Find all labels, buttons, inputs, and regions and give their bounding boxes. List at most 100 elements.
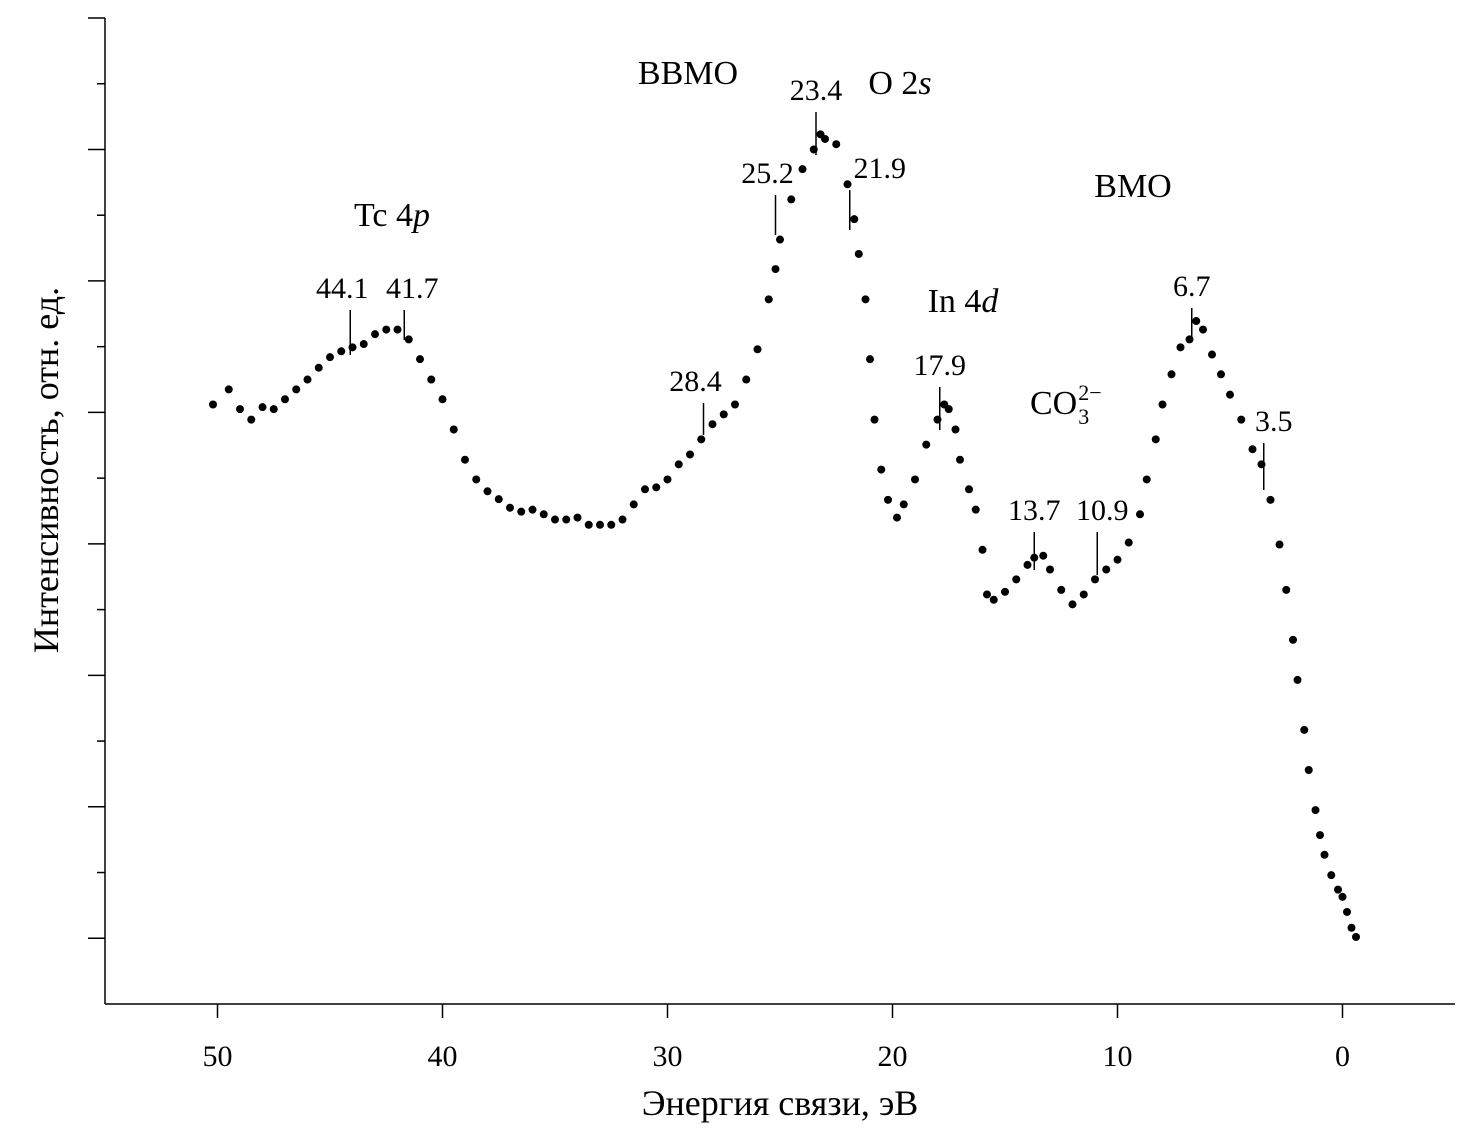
data-point	[573, 513, 582, 522]
data-point	[618, 515, 627, 524]
data-point	[771, 265, 780, 274]
x-tick-label: 0	[1335, 1040, 1350, 1073]
data-point	[870, 415, 879, 424]
data-point	[1068, 600, 1077, 609]
data-point	[596, 520, 604, 529]
peak-label: 17.9	[914, 349, 967, 382]
data-point	[629, 500, 638, 509]
data-point	[1113, 555, 1122, 564]
data-point	[1282, 585, 1291, 594]
data-point	[1012, 575, 1021, 584]
data-point	[224, 385, 233, 394]
data-point	[1124, 538, 1133, 547]
data-point	[494, 495, 503, 504]
data-point	[1136, 510, 1144, 519]
data-point	[1275, 540, 1284, 549]
data-point	[866, 355, 874, 364]
data-point	[776, 235, 784, 244]
data-point	[951, 425, 960, 434]
band-sup: 2−	[1078, 380, 1101, 405]
x-tick-label: 20	[878, 1040, 908, 1073]
data-point	[236, 405, 244, 414]
data-point	[663, 475, 672, 484]
data-point	[1167, 370, 1176, 379]
band-label: Tc 4p	[354, 197, 430, 234]
data-point	[911, 475, 919, 484]
band-label: ВВМО	[638, 55, 738, 92]
data-point	[1304, 765, 1313, 774]
data-point	[292, 385, 301, 394]
data-point	[843, 180, 852, 189]
data-point	[314, 363, 323, 372]
data-point	[326, 353, 334, 362]
data-point	[1347, 923, 1356, 932]
data-point	[1176, 343, 1185, 352]
data-point	[1293, 675, 1302, 684]
data-point	[753, 345, 762, 354]
data-point	[1289, 635, 1297, 644]
data-point	[1023, 560, 1032, 569]
data-point	[989, 595, 998, 604]
data-point	[821, 134, 829, 143]
band-sub: 3	[1078, 404, 1089, 429]
data-point	[674, 460, 683, 469]
data-point	[303, 375, 312, 384]
band-label: O 2s	[868, 65, 931, 102]
data-point	[708, 420, 717, 429]
data-point	[978, 545, 987, 554]
data-point	[371, 330, 379, 339]
peak-label: 28.4	[669, 365, 722, 398]
data-point	[787, 195, 796, 204]
data-point	[539, 510, 548, 519]
data-point	[359, 340, 368, 349]
data-point	[832, 140, 841, 149]
band-text: O 2	[868, 65, 918, 102]
data-point	[854, 249, 863, 258]
data-point	[641, 485, 649, 494]
data-point	[1142, 475, 1151, 484]
data-point	[209, 400, 217, 409]
x-tick-label: 10	[1103, 1040, 1133, 1073]
peak-label: 23.4	[790, 74, 843, 107]
data-point	[1057, 585, 1066, 594]
data-point	[258, 403, 267, 412]
data-point	[884, 495, 892, 504]
data-point	[1046, 565, 1054, 574]
peak-label: 6.7	[1173, 270, 1211, 303]
peak-label: 25.2	[741, 157, 794, 190]
data-point	[719, 410, 728, 419]
data-point	[922, 440, 931, 449]
data-point	[1091, 575, 1099, 584]
band-text: Tc 4	[354, 197, 413, 234]
data-point	[607, 520, 616, 529]
data-point	[438, 395, 447, 404]
data-point	[506, 503, 514, 512]
band-italic: d	[981, 283, 999, 320]
data-point	[1320, 850, 1329, 859]
data-point	[1343, 907, 1351, 916]
data-point	[798, 165, 807, 174]
peak-label: 10.9	[1076, 494, 1129, 527]
data-point	[1266, 495, 1275, 504]
data-point	[944, 405, 953, 414]
data-point	[1352, 932, 1360, 941]
data-point	[1151, 435, 1160, 444]
data-point	[764, 295, 773, 304]
peak-label: 44.1	[316, 272, 369, 305]
data-point	[1102, 565, 1111, 574]
x-axis-title: Энергия связи, эВ	[642, 1083, 919, 1123]
data-point	[956, 455, 964, 464]
data-point	[742, 375, 751, 384]
band-text: CO	[1030, 385, 1077, 422]
data-point	[1217, 370, 1225, 379]
band-text: ВМО	[1094, 168, 1171, 205]
peak-label: 41.7	[386, 272, 439, 305]
data-point	[584, 520, 593, 529]
data-point	[850, 215, 859, 224]
data-point	[697, 435, 706, 444]
data-point	[1316, 831, 1324, 840]
data-point	[1237, 415, 1246, 424]
data-point	[461, 455, 469, 464]
data-point	[861, 295, 870, 304]
